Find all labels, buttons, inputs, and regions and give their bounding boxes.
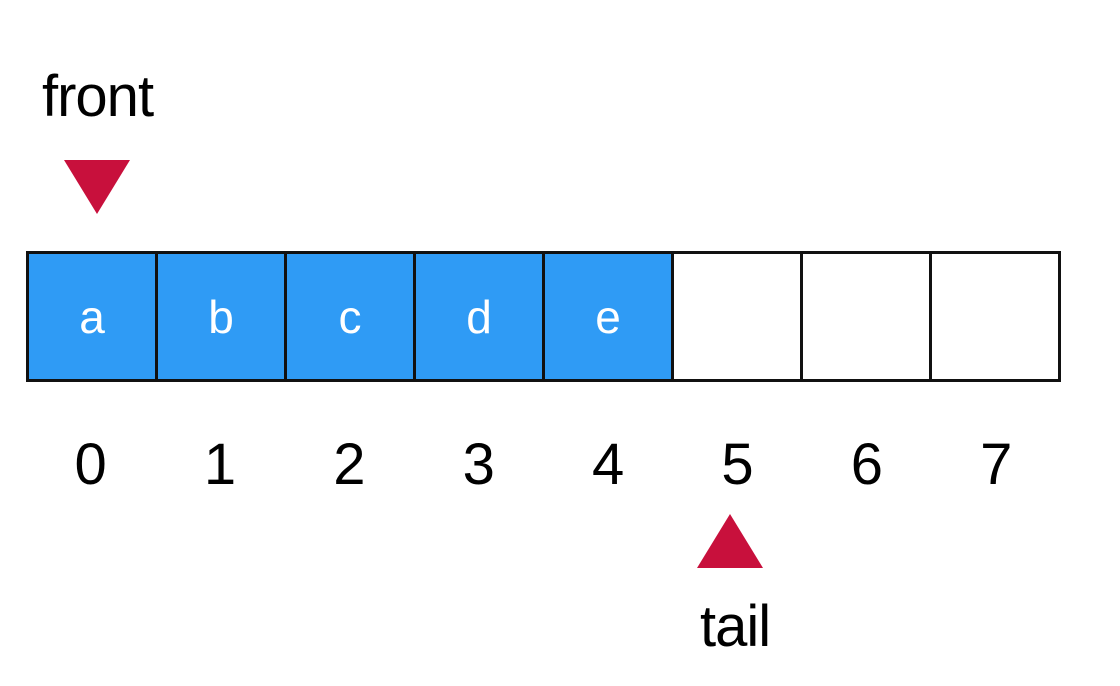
queue-cell-0: a (29, 254, 158, 379)
front-pointer-arrow (64, 160, 130, 214)
queue-cell-1: b (158, 254, 287, 379)
index-label-4: 4 (592, 432, 625, 497)
index-label-5: 5 (721, 432, 754, 497)
queue-array: a b c d e (26, 251, 1061, 382)
queue-cell-7 (932, 254, 1058, 379)
index-label-7: 7 (980, 432, 1013, 497)
queue-cell-2: c (287, 254, 416, 379)
queue-cell-3: d (416, 254, 545, 379)
queue-cell-4: e (545, 254, 674, 379)
tail-label: tail (700, 594, 771, 659)
queue-cell-6 (803, 254, 932, 379)
index-label-3: 3 (462, 432, 495, 497)
front-label: front (42, 64, 154, 129)
tail-pointer-arrow (697, 514, 763, 568)
index-label-1: 1 (203, 432, 237, 497)
index-labels: 0 1 2 3 4 5 6 7 (26, 436, 1061, 494)
index-label-0: 0 (74, 432, 107, 497)
queue-cell-5 (674, 254, 803, 379)
index-label-6: 6 (850, 432, 884, 497)
index-label-2: 2 (333, 432, 366, 497)
